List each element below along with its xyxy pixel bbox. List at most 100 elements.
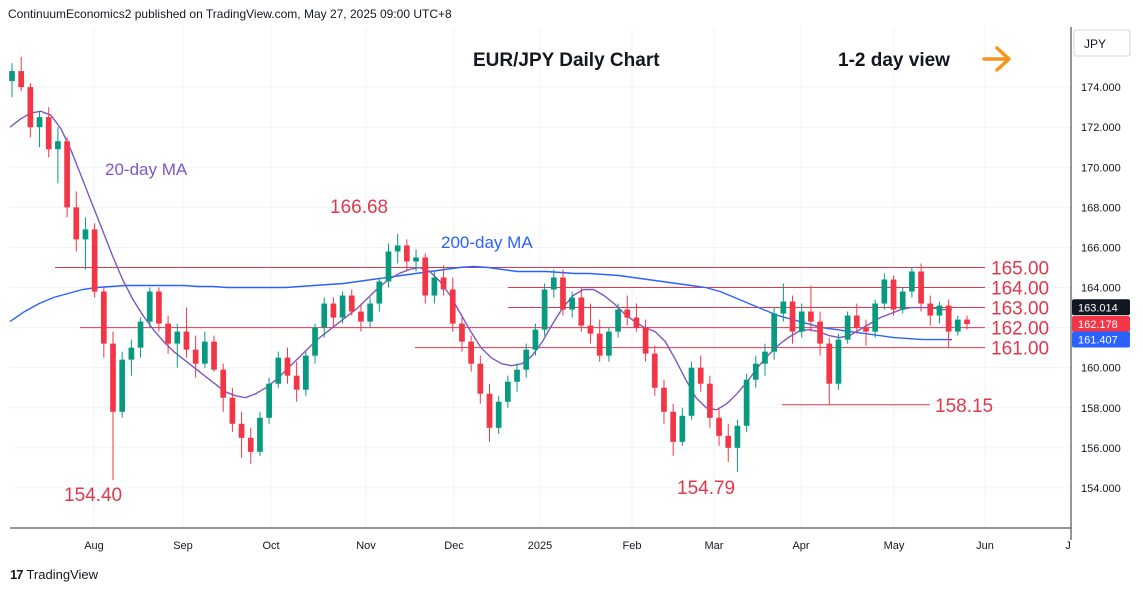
- candle-body: [606, 331, 612, 356]
- tradingview-logo-icon: 17: [10, 567, 24, 582]
- y-tick-label: 172.000: [1081, 122, 1121, 134]
- ma20-line: [9, 110, 952, 411]
- candle-body: [293, 375, 300, 390]
- candle-body: [762, 351, 768, 364]
- publisher-line: ContinuumEconomics2 published on Trading…: [8, 7, 452, 21]
- view-label: 1-2 day view: [838, 50, 950, 71]
- y-tick-label: 158.000: [1081, 403, 1121, 415]
- candle-body: [771, 313, 778, 352]
- candle-body: [36, 117, 43, 128]
- x-tick-label: Feb: [623, 540, 642, 552]
- y-tick-label: 174.000: [1081, 82, 1121, 94]
- candle-body: [275, 357, 282, 384]
- candle-body: [899, 291, 906, 310]
- x-tick-label: Sep: [173, 540, 193, 552]
- tradingview-brand[interactable]: 17 TradingView: [10, 567, 98, 582]
- candle-body: [64, 141, 70, 208]
- candle-body: [128, 347, 135, 360]
- candle-body: [881, 279, 888, 304]
- price-tag-label: 162.178: [1078, 319, 1118, 331]
- candle-body: [798, 311, 805, 332]
- candle-body: [835, 339, 842, 384]
- candle-body: [385, 251, 392, 282]
- candle-body: [192, 349, 199, 364]
- level-label: 164.00: [991, 279, 1049, 300]
- candlestick-series: [9, 57, 970, 480]
- candle-body: [220, 369, 227, 398]
- price-annotation: 166.68: [330, 197, 388, 218]
- candle-body: [477, 363, 484, 394]
- candle-body: [945, 305, 952, 332]
- candle-body: [853, 315, 860, 328]
- candle-body: [679, 415, 686, 442]
- price-annotation: 154.79: [677, 478, 735, 499]
- arrow-right-icon: [982, 46, 1011, 72]
- candle-body: [569, 297, 575, 310]
- candle-body: [431, 277, 438, 296]
- candle-body: [514, 369, 520, 382]
- y-tick-label: 164.000: [1081, 283, 1121, 295]
- candle-body: [550, 277, 557, 290]
- candle-body: [302, 355, 309, 390]
- candle-body: [633, 317, 640, 328]
- candle-body: [697, 367, 704, 384]
- x-tick-label: Apr: [792, 540, 809, 552]
- candle-body: [734, 425, 741, 448]
- candle-body: [183, 331, 190, 350]
- candle-body: [413, 257, 419, 262]
- candle-body: [716, 417, 722, 436]
- candle-body: [505, 381, 511, 402]
- chart-axes: 154.000156.000158.000160.000162.000164.0…: [10, 27, 1131, 552]
- candle-body: [257, 417, 263, 452]
- candle-body: [339, 295, 346, 318]
- candle-body: [174, 331, 181, 344]
- candle-body: [201, 341, 208, 364]
- candle-body: [624, 309, 631, 318]
- candle-body: [137, 321, 144, 348]
- candle-body: [909, 271, 915, 292]
- candle-body: [82, 229, 89, 240]
- ma200-label: 200-day MA: [441, 233, 533, 252]
- price-annotation: 154.40: [64, 485, 122, 506]
- candle-body: [642, 327, 649, 354]
- candle-body: [780, 301, 787, 314]
- candle-body: [45, 117, 52, 150]
- price-tag: [1072, 316, 1130, 333]
- candle-body: [863, 327, 869, 332]
- candle-body: [348, 295, 355, 312]
- level-label: 165.00: [991, 258, 1049, 279]
- x-tick-label: Jun: [976, 540, 994, 552]
- x-tick-label: 2025: [528, 540, 552, 552]
- candle-body: [146, 291, 153, 322]
- candle-body: [119, 359, 126, 412]
- candle-body: [367, 303, 373, 322]
- candle-body: [523, 349, 530, 370]
- candle-body: [312, 327, 318, 356]
- candle-body: [165, 323, 171, 344]
- y-tick-label: 166.000: [1081, 242, 1121, 254]
- level-label: 158.15: [935, 396, 993, 417]
- currency-badge: [1073, 29, 1131, 57]
- candle-body: [91, 229, 98, 292]
- candle-body: [817, 321, 823, 344]
- price-tag: [1072, 299, 1130, 316]
- candle-body: [808, 311, 814, 322]
- candle-body: [844, 315, 851, 340]
- x-tick-label: May: [884, 540, 905, 552]
- candle-body: [615, 309, 621, 332]
- candle-body: [18, 71, 25, 88]
- candle-body: [55, 141, 61, 150]
- candle-body: [330, 303, 337, 318]
- y-tick-label: 156.000: [1081, 443, 1121, 455]
- candle-body: [404, 245, 410, 262]
- candle-body: [486, 393, 493, 428]
- candle-body: [954, 319, 961, 332]
- candle-body: [394, 245, 401, 252]
- candle-body: [229, 397, 236, 424]
- candle-body: [238, 423, 245, 438]
- candle-body: [541, 289, 548, 330]
- y-tick-label: 168.000: [1081, 202, 1121, 214]
- candle-body: [743, 379, 750, 426]
